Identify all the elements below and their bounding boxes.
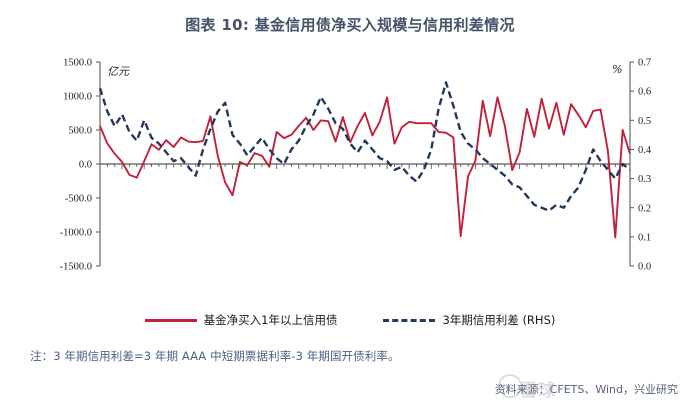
legend-item-net-buy[interactable]: 基金净买入1年以上信用债: [144, 312, 338, 328]
svg-text:0.3: 0.3: [638, 174, 651, 185]
svg-text:0.0: 0.0: [638, 262, 651, 273]
left-axis-unit: 亿元: [107, 65, 129, 78]
svg-text:0.2: 0.2: [638, 203, 651, 214]
svg-text:1000.0: 1000.0: [63, 92, 92, 103]
svg-text:0.1: 0.1: [638, 232, 651, 243]
chart-canvas: 1500.0 1000.0 500.0 0.0 -500.0 -1000.0 -1500.0…: [60, 58, 652, 273]
dashed-line-icon: [383, 318, 436, 322]
svg-text:0.0: 0.0: [79, 160, 92, 171]
svg-text:-1500.0: -1500.0: [60, 262, 92, 273]
svg-text:500.0: 500.0: [68, 126, 92, 137]
chart-legend: 基金净买入1年以上信用债 3年期信用利差 (RHS): [0, 307, 700, 333]
svg-text:-500.0: -500.0: [65, 194, 92, 205]
svg-text:0.5: 0.5: [638, 116, 651, 127]
svg-text:0.4: 0.4: [638, 145, 652, 156]
svg-text:0.6: 0.6: [638, 87, 651, 98]
legend-label-credit-spread: 3年期信用利差 (RHS): [442, 313, 556, 327]
chart-source: 资料来源：CFETS、Wind，兴业研究: [494, 383, 678, 396]
solid-line-icon: [144, 318, 197, 322]
svg-text:-1000.0: -1000.0: [60, 228, 92, 239]
right-axis-unit: %: [612, 63, 623, 76]
chart-note: 注：3 年期信用利差=3 年期 AAA 中短期票据利率-3 年期国开债利率。: [30, 349, 400, 363]
plot-area: 1500.0 1000.0 500.0 0.0 -500.0 -1000.0 -1500.0…: [0, 48, 700, 273]
legend-item-credit-spread[interactable]: 3年期信用利差 (RHS): [383, 312, 555, 328]
legend-label-net-buy: 基金净买入1年以上信用债: [203, 313, 338, 327]
page-title: 图表 10: 基金信用债净买入规模与信用利差情况: [185, 16, 515, 34]
svg-text:0.7: 0.7: [638, 58, 651, 69]
svg-text:1500.0: 1500.0: [63, 58, 92, 69]
